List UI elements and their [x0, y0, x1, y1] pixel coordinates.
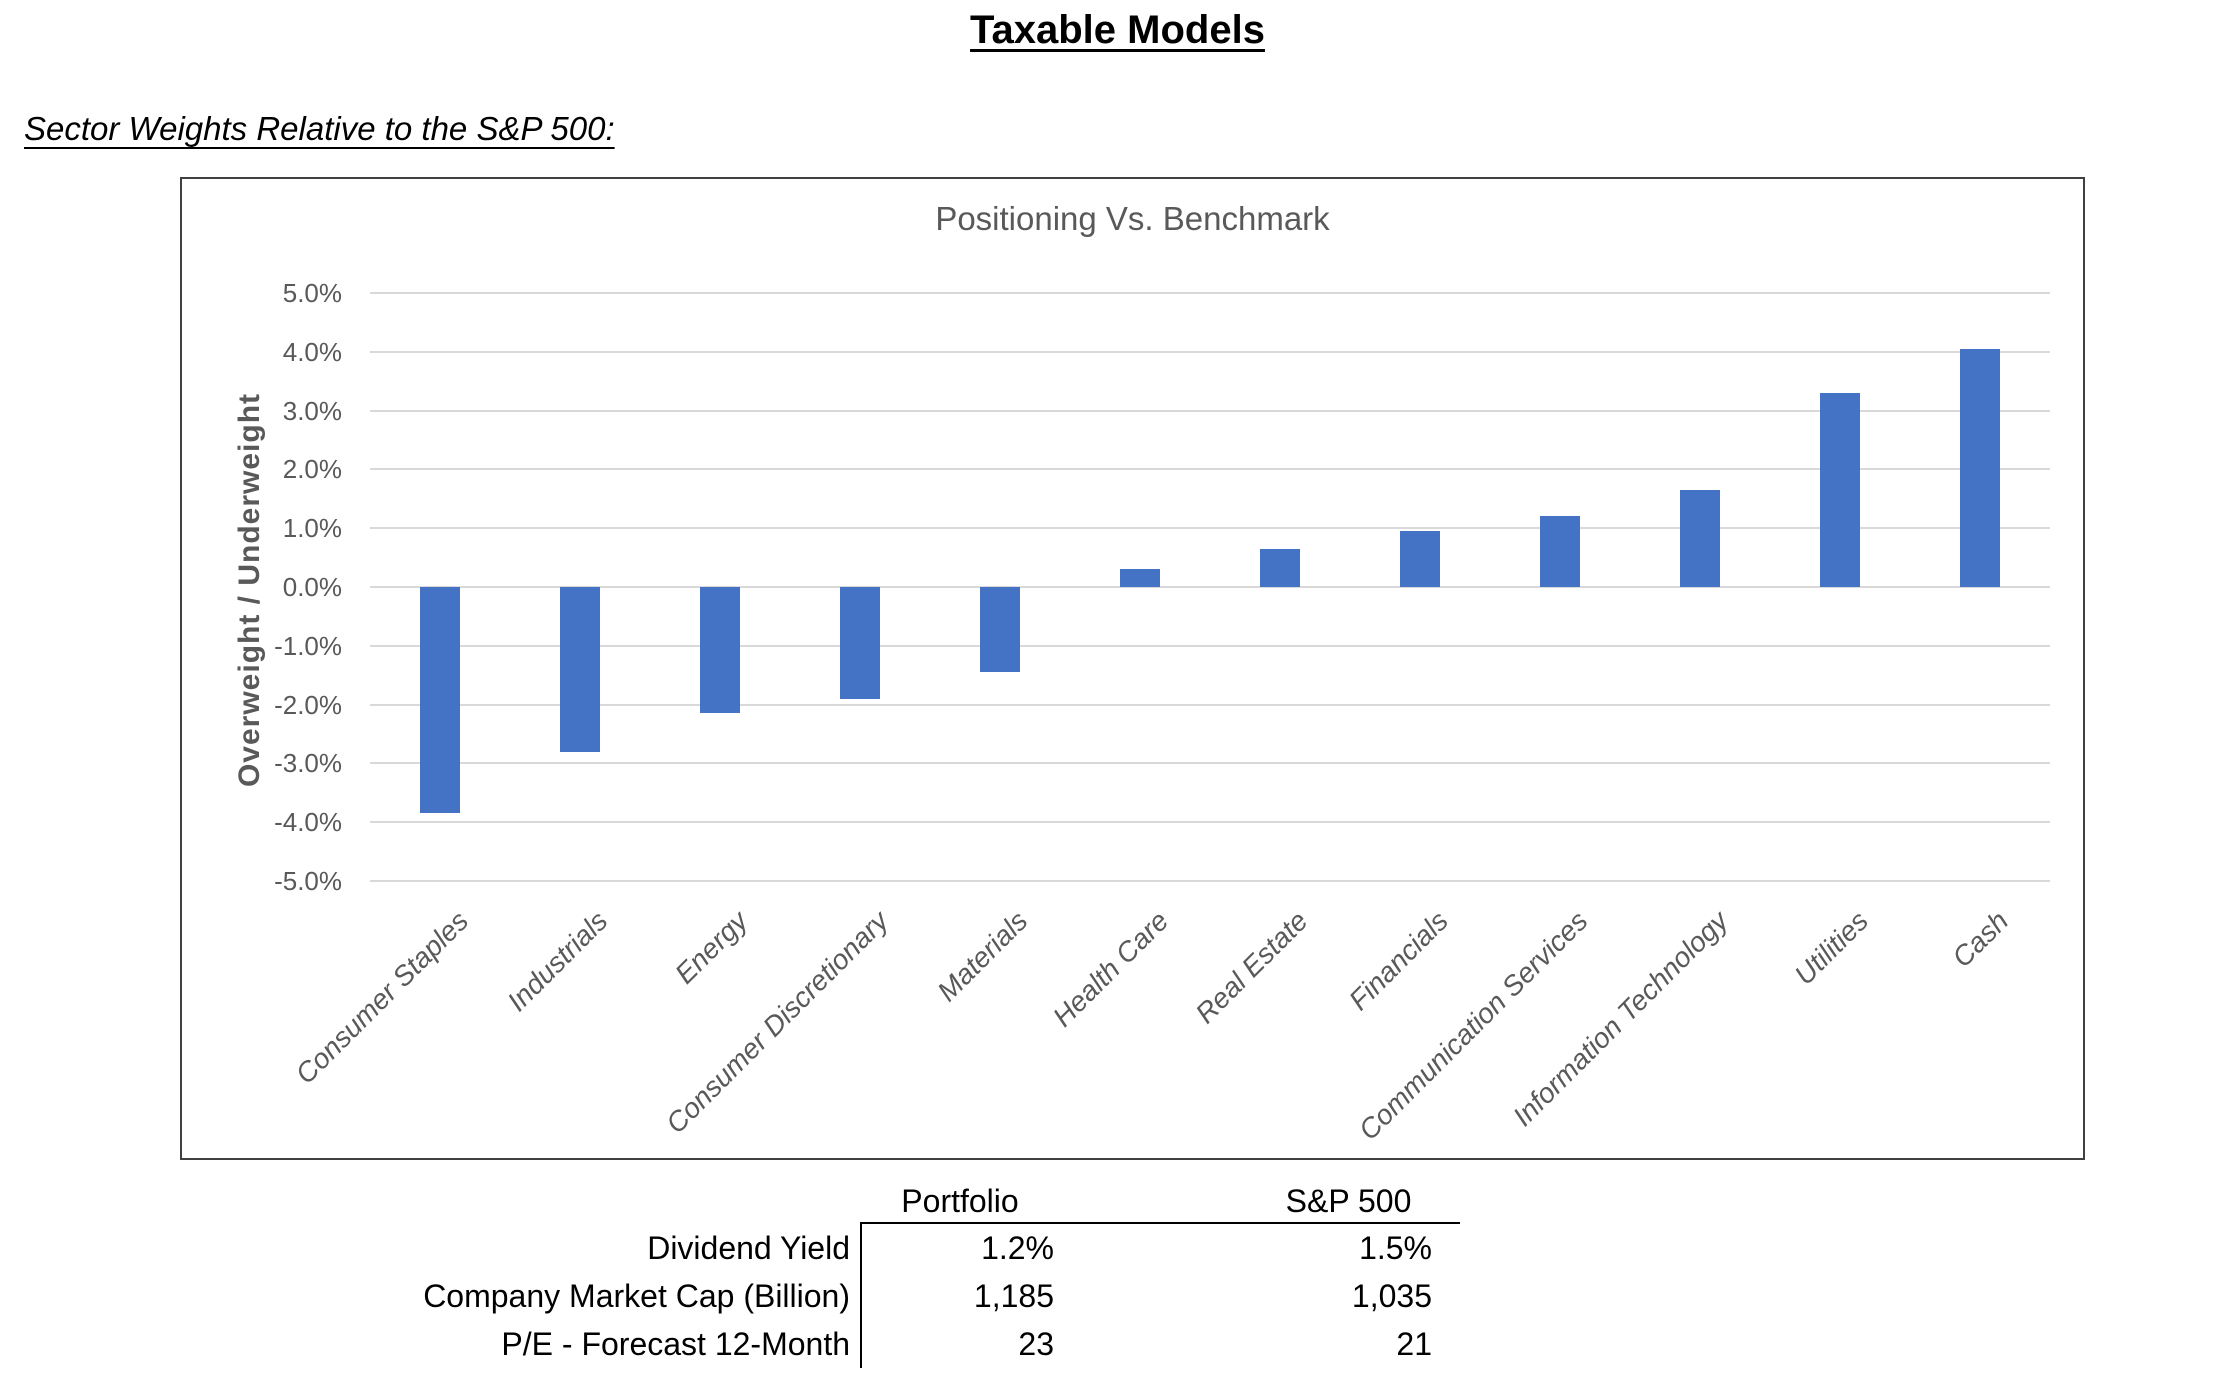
stats-table: Portfolio S&P 500 Dividend Yield 1.2% 1.5%… — [400, 1180, 1460, 1368]
portfolio-value: 1.2% — [860, 1224, 1060, 1272]
y-tick-label: 1.0% — [282, 513, 342, 544]
y-tick-label: 2.0% — [282, 454, 342, 485]
y-tick-label: -2.0% — [274, 689, 342, 720]
gridline — [370, 703, 2050, 706]
y-tick-label: 0.0% — [282, 572, 342, 602]
y-tick-label: -4.0% — [274, 807, 342, 838]
cell-spacer — [1060, 1272, 1237, 1320]
bar-consumer-staples — [420, 587, 460, 814]
x-axis-label: Utilities — [1788, 905, 1874, 991]
chart-title: Positioning Vs. Benchmark — [935, 200, 1330, 237]
row-label: Company Market Cap (Billion) — [423, 1278, 850, 1314]
y-tick-label: 5.0% — [282, 278, 342, 308]
bar-cash — [1960, 348, 2000, 587]
y-tick-label: -5.0% — [274, 866, 342, 896]
bar-financials — [1400, 531, 1440, 587]
bar-materials — [980, 587, 1020, 673]
bar-consumer-discretionary — [840, 587, 880, 699]
bar-real-estate — [1260, 548, 1300, 587]
gridline — [370, 762, 2050, 765]
bar-industrials — [560, 587, 600, 752]
x-axis-label: Industrials — [501, 905, 614, 1018]
gridline — [370, 468, 2050, 471]
gridline — [370, 527, 2050, 530]
bar-communication-services — [1540, 516, 1580, 587]
row-label: Dividend Yield — [647, 1230, 850, 1266]
gridline — [370, 409, 2050, 412]
col-header-portfolio: Portfolio — [860, 1180, 1060, 1224]
col-header-spacer — [1060, 1180, 1237, 1224]
cell-spacer — [1060, 1224, 1237, 1272]
gridline — [370, 292, 2050, 294]
x-axis-label: Cash — [1945, 905, 2014, 974]
table-corner-blank — [400, 1180, 860, 1224]
sp500-value: 21 — [1396, 1326, 1432, 1362]
x-axis-label: Real Estate — [1189, 905, 1314, 1030]
gridline — [370, 586, 2050, 588]
col-header-sp500: S&P 500 — [1237, 1180, 1460, 1224]
portfolio-value: 1,185 — [860, 1272, 1060, 1320]
gridline — [370, 821, 2050, 824]
positioning-chart: Positioning Vs. Benchmark Overweight / U… — [180, 177, 2085, 1160]
bar-health-care — [1120, 569, 1160, 587]
row-label: P/E - Forecast 12-Month — [501, 1326, 850, 1362]
bar-information-technology — [1680, 489, 1720, 587]
x-axis-label: Energy — [669, 905, 754, 990]
sp500-value: 1,035 — [1351, 1278, 1432, 1314]
y-tick-label: 4.0% — [282, 336, 342, 367]
x-axis-label: Financials — [1342, 905, 1454, 1017]
gridline — [370, 644, 2050, 647]
x-axis-label: Consumer Staples — [289, 905, 474, 1090]
y-tick-label: 3.0% — [282, 395, 342, 426]
x-axis-label: Health Care — [1046, 905, 1174, 1033]
plot-area: 5.0% 4.0% 3.0% 2.0% 1.0% 0.0% -1.0% -2.0% -3.0% -… — [274, 280, 2050, 894]
bar-utilities — [1820, 392, 1860, 587]
page-subtitle: Sector Weights Relative to the S&P 500: — [24, 110, 615, 147]
cell-spacer — [1060, 1320, 1237, 1368]
portfolio-value: 23 — [860, 1320, 1060, 1368]
y-tick-label: -3.0% — [274, 748, 342, 779]
x-axis-label: Materials — [931, 905, 1034, 1008]
sp500-value: 1.5% — [1359, 1230, 1432, 1266]
bar-energy — [700, 587, 740, 714]
y-tick-label: -1.0% — [274, 630, 342, 661]
gridline — [370, 350, 2050, 353]
gridline — [370, 880, 2050, 882]
x-axis-label: Communication Services — [1353, 905, 1594, 1146]
page-title: Taxable Models — [970, 8, 1265, 52]
